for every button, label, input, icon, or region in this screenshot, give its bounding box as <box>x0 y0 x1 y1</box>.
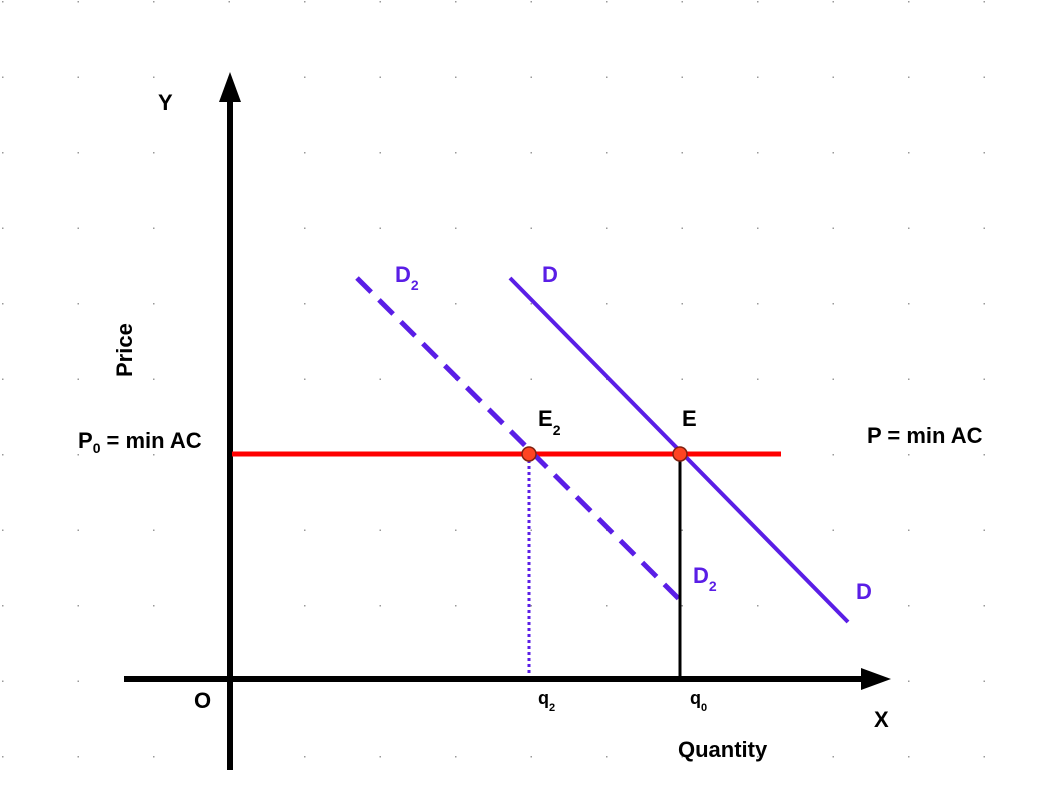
point-e <box>672 446 688 462</box>
y-label: Y <box>158 90 173 115</box>
x-label: X <box>874 707 889 732</box>
demand2-main: D <box>693 563 709 588</box>
q2-main: q <box>538 688 549 708</box>
q0-label: q0 <box>690 688 707 714</box>
point-e2-label: E2 <box>538 406 561 438</box>
y-title: Price <box>112 323 137 377</box>
point-e2-main: E <box>538 406 553 431</box>
demand2-main: D <box>395 262 411 287</box>
demand2-curve <box>355 276 686 606</box>
point-e-label: E <box>682 406 697 431</box>
point-e2-sub: 2 <box>553 422 561 438</box>
q0-sub: 0 <box>701 702 707 714</box>
x-arrow <box>861 668 891 690</box>
demand2-label-bottom: D2 <box>693 563 717 594</box>
q2-label: q2 <box>538 688 555 714</box>
q2-sub: 2 <box>549 702 555 714</box>
y-arrow <box>219 72 241 102</box>
demand-label-bottom: D <box>856 579 872 604</box>
price-left-sub: 0 <box>93 440 101 456</box>
price-left-main: P <box>78 428 93 453</box>
demand-label-top: D <box>542 262 558 287</box>
q0-main: q <box>690 688 701 708</box>
x-title: Quantity <box>678 737 768 762</box>
demand2-sub: 2 <box>411 277 419 293</box>
price-right-label: P = min AC <box>867 423 983 448</box>
price-left-rest: = min AC <box>106 428 201 453</box>
origin-label: O <box>194 688 211 713</box>
price-left-label: P0 = min AC <box>78 428 202 456</box>
point-e2 <box>521 446 537 462</box>
demand2-sub: 2 <box>709 578 717 594</box>
demand2-label-top: D2 <box>395 262 419 293</box>
